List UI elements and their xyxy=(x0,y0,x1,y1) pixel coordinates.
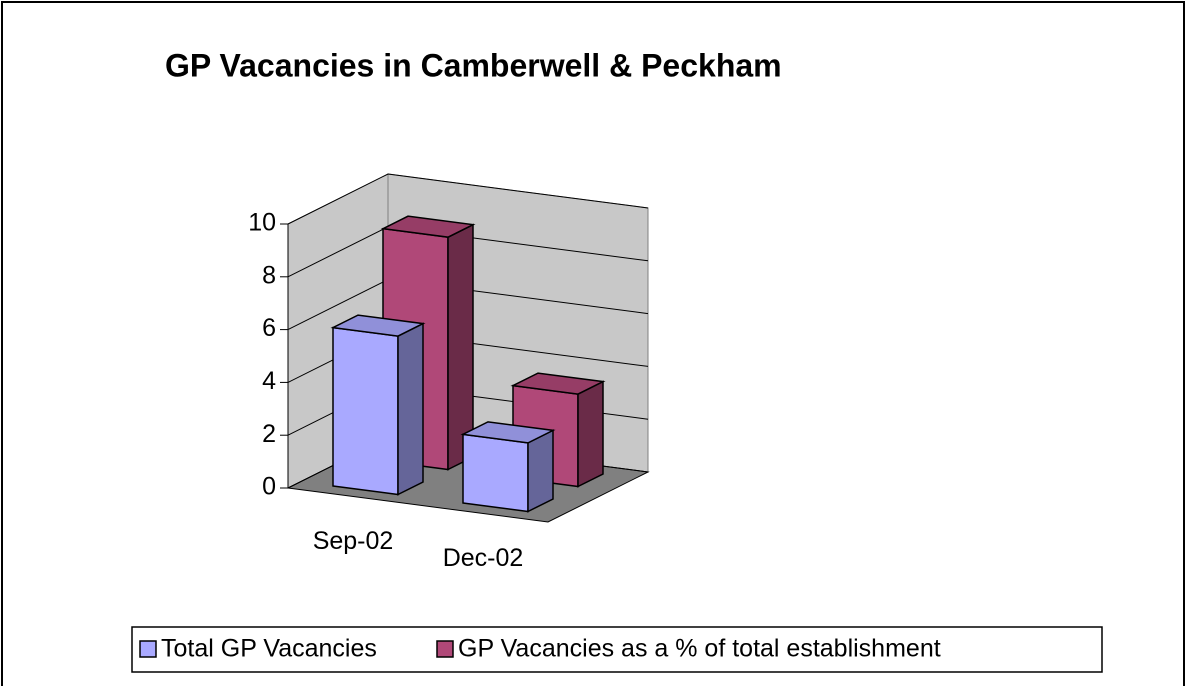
bar xyxy=(330,314,426,496)
y-tick-label: 2 xyxy=(262,420,276,448)
legend-swatch xyxy=(436,640,454,658)
bar-top xyxy=(330,314,426,337)
bar-side xyxy=(397,322,424,496)
x-tick-label: Dec-02 xyxy=(443,544,524,572)
bar-side xyxy=(577,380,604,488)
legend-label: GP Vacancies as a % of total establishme… xyxy=(458,635,941,663)
grid-line xyxy=(287,173,649,225)
legend-swatch xyxy=(139,640,157,658)
legend-box xyxy=(131,626,1103,673)
y-tick-label: 6 xyxy=(262,314,276,342)
bar-front xyxy=(332,326,399,496)
bar-side xyxy=(527,429,554,513)
bar-top xyxy=(510,372,606,395)
chart-title: GP Vacancies in Camberwell & Peckham xyxy=(165,47,782,83)
bar-top xyxy=(380,215,476,238)
y-tick-label: 0 xyxy=(262,473,276,501)
x-tick-label: Sep-02 xyxy=(313,527,394,555)
bar-front xyxy=(462,433,529,513)
y-tick-label: 8 xyxy=(262,261,276,289)
y-tick-label: 4 xyxy=(262,367,276,395)
legend-label: Total GP Vacancies xyxy=(161,635,377,663)
bar-top xyxy=(460,421,556,444)
y-tick-label: 10 xyxy=(248,209,276,237)
bar xyxy=(460,421,556,513)
